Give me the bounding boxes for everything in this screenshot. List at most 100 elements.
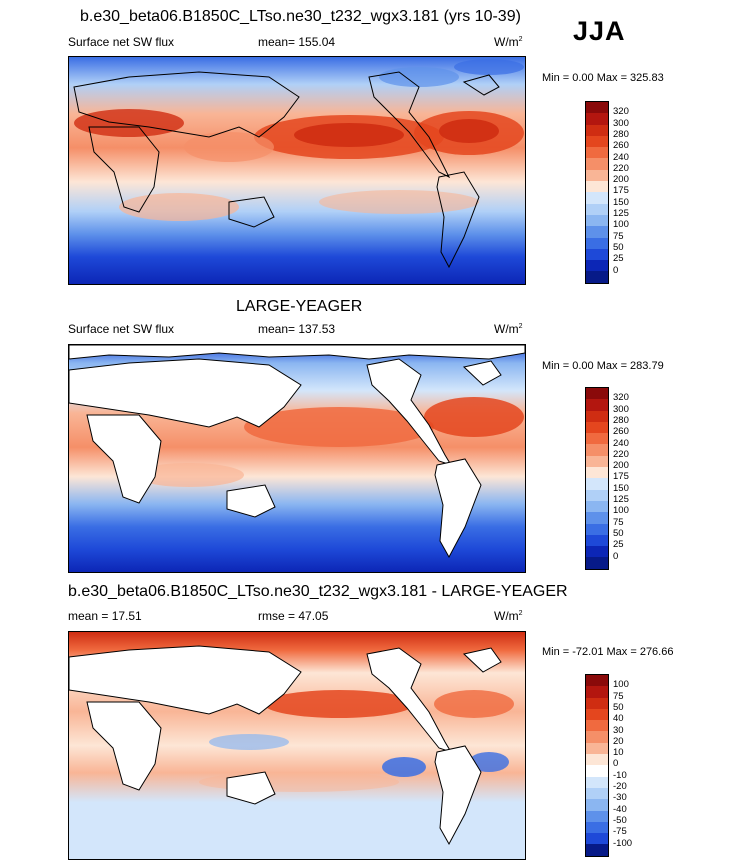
- panel3-mean-label: mean = 17.51: [68, 609, 142, 623]
- colorbar-swatch: [586, 675, 608, 687]
- colorbar-tick-label: 100: [613, 679, 629, 691]
- colorbar-swatch: [586, 433, 608, 445]
- panel1-title: b.e30_beta06.B1850C_LTso.ne30_t232_wgx3.…: [80, 8, 521, 25]
- colorbar-swatch: [586, 708, 608, 721]
- colorbar-swatch: [586, 399, 608, 411]
- colorbar-swatch: [586, 799, 608, 811]
- colorbar-swatch: [586, 478, 608, 490]
- panel1-minmax: Min = 0.00 Max = 325.83: [542, 72, 664, 84]
- colorbar-tick-label: 100: [613, 505, 629, 517]
- colorbar-swatch: [586, 226, 608, 238]
- colorbar-swatch: [586, 512, 608, 524]
- colorbar-tick-label: 25: [613, 253, 624, 265]
- colorbar-tick-label: 175: [613, 185, 629, 197]
- colorbar-tick-label: 75: [613, 690, 624, 702]
- colorbar-swatch: [586, 455, 608, 468]
- panel3-minmax: Min = -72.01 Max = 276.66: [542, 646, 674, 658]
- panel3-colorbar: [585, 674, 609, 857]
- colorbar-swatch: [586, 731, 608, 743]
- colorbar-tick-label: 20: [613, 735, 624, 747]
- colorbar-swatch: [586, 720, 608, 732]
- panel1-map-field: [69, 57, 525, 284]
- colorbar-swatch: [586, 237, 608, 249]
- colorbar-tick-label: 75: [613, 516, 624, 528]
- colorbar-tick-label: 200: [613, 174, 629, 186]
- colorbar-swatch: [586, 102, 608, 114]
- colorbar-tick-label: 75: [613, 230, 624, 242]
- colorbar-swatch: [586, 765, 608, 777]
- panel2-mean-label: mean= 137.53: [258, 322, 336, 336]
- colorbar-tick-label: 50: [613, 241, 624, 253]
- panel3-title: b.e30_beta06.B1850C_LTso.ne30_t232_wgx3.…: [68, 583, 568, 600]
- colorbar-tick-label: 25: [613, 539, 624, 551]
- panel3-units: W/m2: [494, 609, 523, 623]
- colorbar-tick-label: 320: [613, 392, 629, 404]
- colorbar-swatch: [586, 742, 608, 755]
- colorbar-swatch: [586, 410, 608, 422]
- colorbar-swatch: [586, 444, 608, 456]
- panel2-title: LARGE-YEAGER: [236, 298, 363, 315]
- panel2-colorbar: [585, 387, 609, 570]
- colorbar-swatch: [586, 214, 608, 227]
- panel2-map-field: [69, 345, 525, 572]
- colorbar-swatch: [586, 158, 608, 170]
- colorbar-tick-label: 0: [613, 264, 619, 276]
- panel1-mean-label: mean= 155.04: [258, 35, 336, 49]
- colorbar-swatch: [586, 388, 608, 400]
- colorbar-tick-label: 0: [613, 550, 619, 562]
- colorbar-tick-label: 320: [613, 106, 629, 118]
- colorbar-swatch: [586, 754, 608, 766]
- colorbar-tick-label: 125: [613, 494, 629, 505]
- colorbar-swatch: [586, 124, 608, 136]
- colorbar-tick-label: 200: [613, 460, 629, 472]
- panel2-units: W/m2: [494, 322, 523, 336]
- colorbar-swatch: [586, 810, 608, 822]
- panel3-map-field: [69, 632, 525, 859]
- panel2-map: [68, 344, 526, 573]
- colorbar-swatch: [586, 260, 608, 272]
- colorbar-swatch: [586, 686, 608, 698]
- panel3-rmse-label: rmse = 47.05: [258, 609, 329, 623]
- colorbar-swatch: [586, 203, 608, 215]
- panel1-variable-label: Surface net SW flux: [68, 35, 175, 49]
- colorbar-swatch: [586, 787, 608, 800]
- colorbar-tick-label: 150: [613, 196, 629, 208]
- panel2-variable-label: Surface net SW flux: [68, 322, 175, 336]
- colorbar-tick-label: 300: [613, 117, 629, 129]
- colorbar-tick-label: -20: [613, 781, 627, 792]
- colorbar-tick-label: 50: [613, 527, 624, 539]
- colorbar-swatch: [586, 844, 608, 856]
- colorbar-swatch: [586, 523, 608, 535]
- colorbar-tick-label: 125: [613, 208, 629, 219]
- colorbar-swatch: [586, 135, 608, 148]
- panel1-map: [68, 56, 526, 285]
- colorbar-tick-label: 100: [613, 219, 629, 231]
- colorbar-tick-label: 30: [613, 724, 624, 736]
- colorbar-swatch: [586, 113, 608, 125]
- colorbar-swatch: [586, 467, 608, 479]
- colorbar-swatch: [586, 192, 608, 204]
- colorbar-tick-label: 280: [613, 128, 629, 140]
- panel1-units: W/m2: [494, 35, 523, 49]
- colorbar-swatch: [586, 271, 608, 283]
- colorbar-tick-label: 220: [613, 162, 629, 174]
- colorbar-swatch: [586, 489, 608, 501]
- colorbar-tick-label: -30: [613, 792, 627, 804]
- colorbar-swatch: [586, 147, 608, 159]
- colorbar-tick-label: 260: [613, 140, 629, 152]
- colorbar-swatch: [586, 697, 608, 709]
- colorbar-swatch: [586, 557, 608, 569]
- colorbar-tick-label: 300: [613, 403, 629, 415]
- colorbar-swatch: [586, 500, 608, 513]
- colorbar-tick-label: -100: [613, 837, 633, 849]
- colorbar-swatch: [586, 821, 608, 834]
- colorbar-swatch: [586, 421, 608, 434]
- colorbar-swatch: [586, 546, 608, 558]
- colorbar-tick-label: 240: [613, 437, 629, 449]
- colorbar-tick-label: 10: [613, 747, 624, 759]
- panel3-map: [68, 631, 526, 860]
- panel2-minmax: Min = 0.00 Max = 283.79: [542, 360, 664, 372]
- colorbar-swatch: [586, 534, 608, 547]
- colorbar-swatch: [586, 248, 608, 261]
- colorbar-tick-label: -75: [613, 826, 627, 838]
